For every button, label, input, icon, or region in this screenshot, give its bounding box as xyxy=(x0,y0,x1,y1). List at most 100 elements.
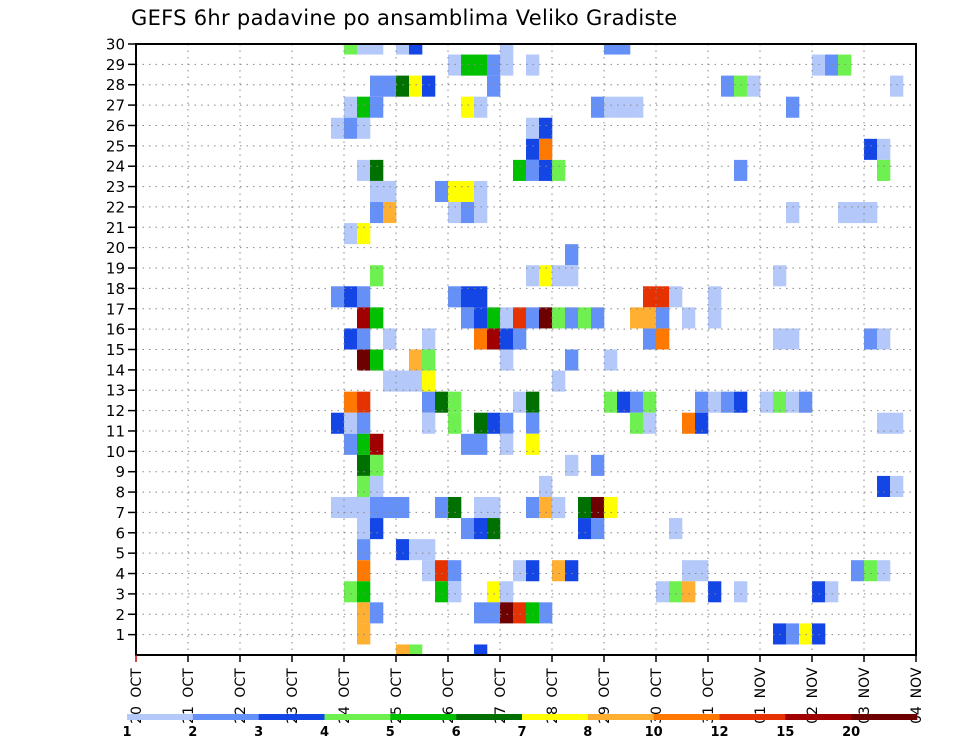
heat-cell xyxy=(500,602,514,624)
heat-cell xyxy=(812,581,826,603)
heat-cell xyxy=(526,602,540,624)
heat-cell xyxy=(461,518,475,540)
heat-cell xyxy=(552,159,566,181)
heat-cell xyxy=(539,475,553,497)
heat-cell xyxy=(643,391,657,413)
heat-cell xyxy=(409,370,423,392)
y-tick-label: 23 xyxy=(106,178,125,196)
heat-cell xyxy=(513,159,527,181)
chart-title: GEFS 6hr padavine po ansamblima Veliko G… xyxy=(131,6,678,30)
heat-cell xyxy=(357,560,371,582)
heat-cell xyxy=(812,623,826,645)
y-tick-label: 16 xyxy=(106,321,125,339)
heat-cell xyxy=(565,349,579,371)
heat-cell xyxy=(851,202,865,224)
y-tick-label: 24 xyxy=(106,158,125,176)
heat-cell xyxy=(474,328,488,350)
y-tick-label: 1 xyxy=(115,626,125,644)
legend-swatch xyxy=(390,714,457,720)
heat-cell xyxy=(682,581,696,603)
heat-cell xyxy=(591,96,605,118)
heat-cell xyxy=(474,202,488,224)
heat-cell xyxy=(630,412,644,434)
heat-cell xyxy=(422,560,436,582)
heat-cell xyxy=(799,391,813,413)
heat-cell xyxy=(786,391,800,413)
heat-cell xyxy=(331,412,345,434)
heat-cell xyxy=(370,496,384,519)
heat-cell xyxy=(565,244,579,266)
heat-cell xyxy=(604,44,618,55)
heat-cell xyxy=(474,307,488,329)
y-tick-label: 30 xyxy=(106,36,125,54)
heat-cell xyxy=(890,75,904,97)
legend-swatch xyxy=(456,714,523,720)
heat-cell xyxy=(877,328,891,350)
heat-cell xyxy=(357,307,371,329)
heat-cell xyxy=(435,560,449,582)
legend-swatch xyxy=(653,714,720,720)
heat-cell xyxy=(565,265,579,287)
heat-cell xyxy=(383,202,397,224)
y-tick-label: 26 xyxy=(106,117,125,135)
heat-cell xyxy=(526,496,540,519)
heat-cell xyxy=(708,391,722,413)
heat-cell xyxy=(513,328,527,350)
heat-cell xyxy=(422,328,436,350)
heat-cell xyxy=(448,54,462,76)
x-tick-month: OCT xyxy=(233,668,249,698)
y-tick-label: 9 xyxy=(115,463,125,481)
heat-cell xyxy=(331,286,345,308)
heat-cell xyxy=(331,117,345,139)
heat-cell xyxy=(461,96,475,118)
heat-cell xyxy=(448,412,462,434)
heat-cell xyxy=(630,307,644,329)
heat-cell xyxy=(422,539,436,561)
heat-cell xyxy=(643,307,657,329)
grid-layer xyxy=(136,44,916,655)
heat-cell xyxy=(474,433,488,455)
heat-cell xyxy=(422,370,436,392)
heat-cell xyxy=(708,286,722,308)
y-tick-label: 12 xyxy=(106,402,125,420)
heat-cell xyxy=(617,44,631,55)
heat-cell xyxy=(357,412,371,434)
heat-cell xyxy=(877,159,891,181)
y-tick-label: 19 xyxy=(106,260,125,278)
heat-cell xyxy=(500,349,514,371)
heat-cell xyxy=(734,391,748,413)
heat-cell xyxy=(786,623,800,645)
heat-cell xyxy=(344,412,358,434)
heat-cell xyxy=(578,518,592,540)
heat-cell xyxy=(331,496,345,519)
heat-cell xyxy=(799,623,813,645)
heat-cell xyxy=(370,159,384,181)
heat-cell xyxy=(487,328,501,350)
legend-label: 5 xyxy=(386,725,395,740)
legend-swatch xyxy=(851,714,918,720)
heat-cell xyxy=(721,75,735,97)
heat-cell xyxy=(591,307,605,329)
y-axis: 1234567891011121314151617181920212223242… xyxy=(106,36,136,644)
heat-cell xyxy=(344,391,358,413)
heat-cell xyxy=(539,159,553,181)
heat-cell xyxy=(591,496,605,519)
legend-label: 10 xyxy=(645,725,663,740)
heat-cell xyxy=(357,96,371,118)
heat-cell xyxy=(539,265,553,287)
heat-cell xyxy=(487,54,501,76)
y-tick-label: 15 xyxy=(106,341,125,359)
heat-cell xyxy=(526,138,540,160)
heat-cell xyxy=(370,202,384,224)
heat-cell xyxy=(370,433,384,455)
heat-cell xyxy=(526,117,540,139)
heat-cell xyxy=(630,391,644,413)
heat-cell xyxy=(786,328,800,350)
heat-cell xyxy=(565,307,579,329)
heat-cell xyxy=(630,96,644,118)
heat-cell xyxy=(773,265,787,287)
heat-cell xyxy=(513,307,527,329)
y-tick-label: 18 xyxy=(106,280,125,298)
legend-label: 2 xyxy=(188,725,197,740)
heat-cell xyxy=(344,433,358,455)
